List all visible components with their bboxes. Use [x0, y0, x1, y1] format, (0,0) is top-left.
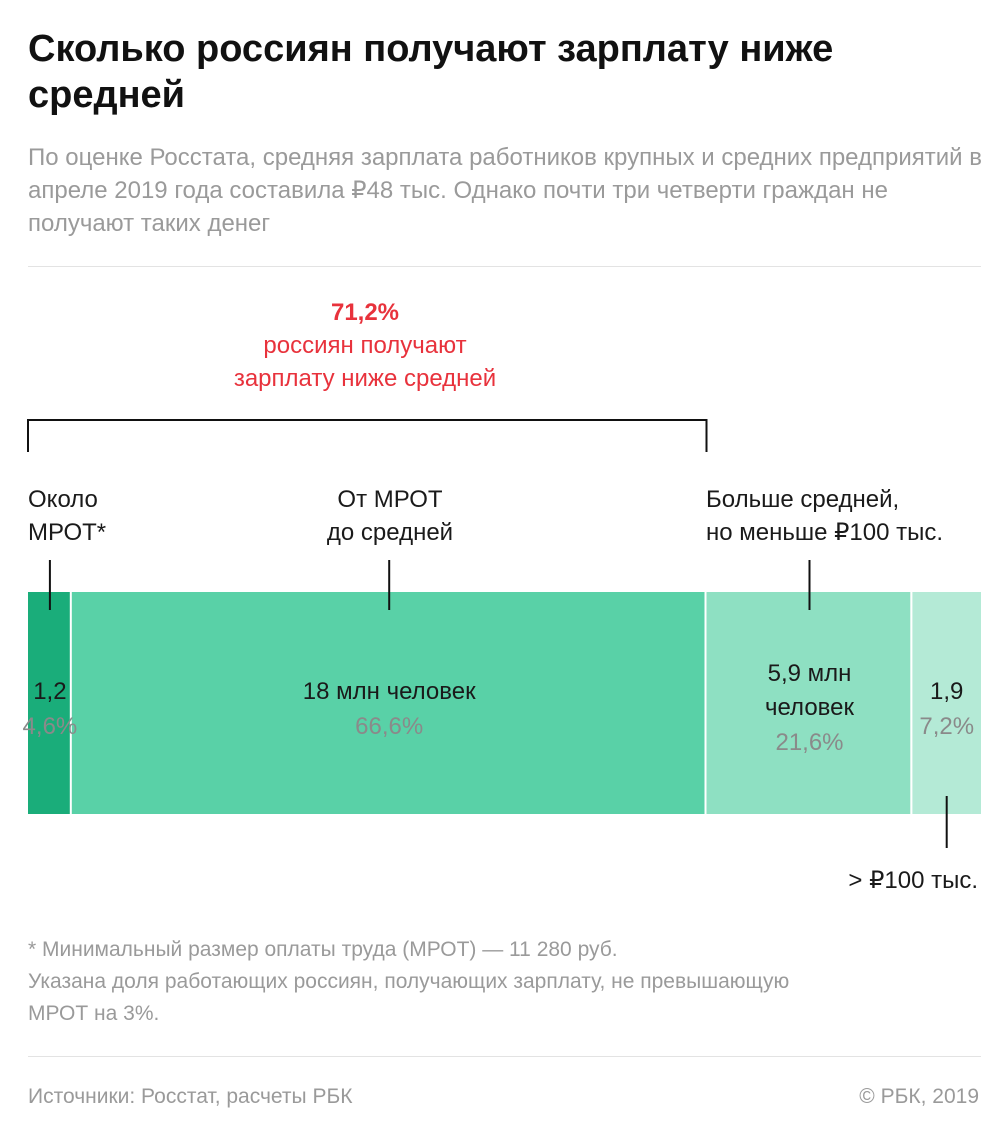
share-label-about-mrot: 4,6%: [23, 713, 78, 740]
bar-segment-mrot-to-average: [71, 592, 705, 814]
share-label-mrot-to-average: 66,6%: [355, 713, 423, 740]
top-divider: [28, 266, 981, 267]
annotation-text-line2: зарплату ниже средней: [233, 365, 497, 392]
label-mrot-to-average: От МРОТ до средней: [290, 483, 490, 549]
annotation-percent: 71,2%: [330, 299, 400, 326]
source-text: Источники: Росстат, расчеты РБК: [28, 1085, 353, 1108]
chart-subtitle: По оценке Росстата, средняя зарплата раб…: [28, 144, 982, 237]
label-above-average-line2: но меньше ₽100 тыс.: [706, 519, 944, 546]
value-label-above-average-line2: человек: [765, 694, 855, 721]
copyright-text: © РБК, 2019: [859, 1085, 979, 1108]
share-label-above-average: 21,6%: [775, 729, 843, 756]
value-label-mrot-to-average: 18 млн человек: [303, 678, 476, 705]
footnote-line2: Указана доля работающих россиян, получаю…: [28, 970, 790, 993]
bracket-71-percent: [27, 419, 708, 452]
label-above-average-line1: Больше средней,: [706, 486, 900, 513]
label-mrot-to-average-line2: до средней: [326, 519, 454, 546]
label-about-mrot-line1: Около: [28, 486, 98, 513]
bracket-line: [27, 419, 708, 452]
label-about-mrot-line2: МРОТ*: [28, 519, 107, 546]
label-over-100k: > ₽100 тыс.: [848, 867, 978, 894]
share-label-over-100k: 7,2%: [919, 713, 974, 740]
footnote-divider: [28, 1056, 981, 1057]
bar-segment-above-average: [706, 592, 911, 814]
value-label-above-average-line1: 5,9 млн: [768, 660, 852, 687]
value-label-over-100k: 1,9: [930, 678, 963, 705]
label-mrot-to-average-line1: От МРОТ: [337, 486, 443, 513]
leader-lines: [48, 560, 948, 848]
bracket-annotation: 71,2% россиян получают зарплату ниже сре…: [150, 296, 580, 395]
value-label-about-mrot: 1,2: [33, 678, 66, 705]
bar-segment-about-mrot: [28, 592, 70, 814]
footnote-line3: МРОТ на 3%.: [28, 1002, 160, 1025]
footnote-line1: * Минимальный размер оплаты труда (МРОТ)…: [28, 938, 618, 961]
label-above-average: Больше средней, но меньше ₽100 тыс.: [706, 483, 943, 549]
label-about-mrot: Около МРОТ*: [28, 483, 106, 549]
annotation-text-line1: россиян получают: [263, 332, 467, 359]
footnote: * Минимальный размер оплаты труда (МРОТ)…: [28, 934, 978, 1030]
chart-title: Сколько россиян получают зарплату ниже с…: [28, 28, 834, 116]
bar-segment-over-100k: [912, 592, 981, 814]
bar-segments: [28, 592, 981, 814]
bar-labels: 1,2 4,6% 18 млн человек 66,6% 5,9 млн человек…: [23, 660, 975, 756]
